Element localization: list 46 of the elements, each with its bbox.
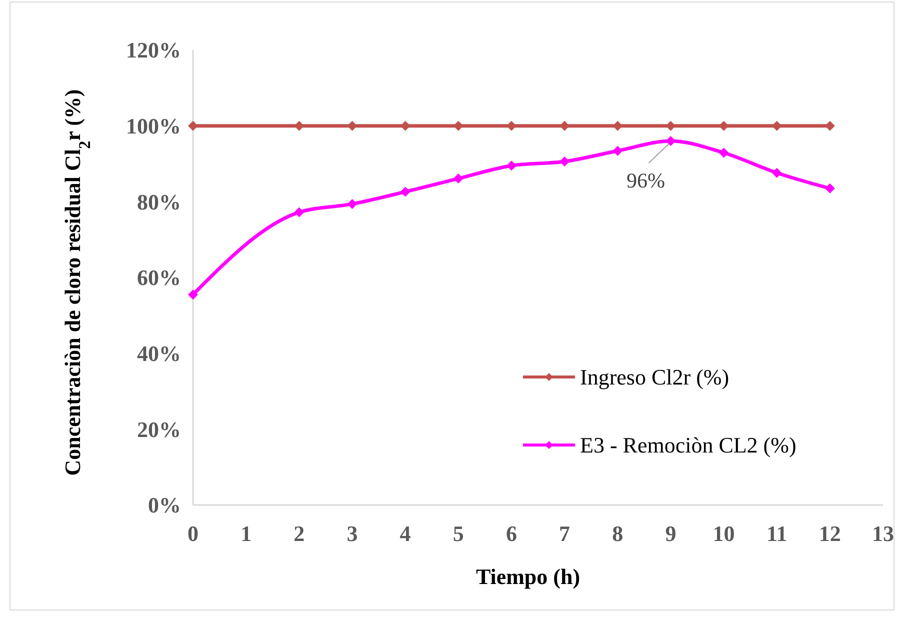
point: [347, 120, 358, 131]
y-tick-label: 120%: [126, 38, 181, 63]
y-tick-label: 20%: [137, 416, 181, 442]
x-tick-label: 12: [818, 521, 841, 546]
point: [400, 120, 410, 131]
point: [666, 136, 676, 146]
annotation: 96%: [626, 168, 665, 193]
point: [718, 148, 729, 158]
point: [347, 198, 358, 209]
x-tick-label: 13: [872, 521, 894, 546]
legend-label: Ingreso Cl2r (%): [580, 364, 730, 390]
x-axis-title: Tiempo (h): [476, 564, 580, 589]
x-tick-label: 9: [665, 521, 676, 546]
x-tick-label: 7: [559, 521, 570, 546]
point: [400, 186, 410, 197]
x-tick-label: 5: [452, 521, 464, 546]
point: [560, 156, 570, 166]
point: [772, 168, 782, 178]
x-tick-label: 10: [712, 521, 735, 546]
y-tick-label: 60%: [137, 265, 181, 290]
point: [824, 183, 835, 194]
x-tick-label: 3: [346, 521, 358, 546]
point: [506, 160, 516, 171]
y-tick-label: 100%: [126, 114, 181, 139]
point: [772, 120, 782, 131]
point: [612, 120, 623, 131]
x-tick-label: 1: [240, 521, 252, 546]
legend-label: E3 - Remociòn CL2 (%): [580, 432, 796, 458]
point: [294, 207, 304, 218]
point: [188, 120, 198, 131]
x-tick-label: 6: [506, 521, 517, 546]
y-tick-label: 40%: [137, 341, 181, 366]
point: [666, 120, 676, 131]
point: [294, 120, 304, 131]
y-tick-label: 0%: [148, 492, 181, 518]
point: [612, 146, 623, 156]
point: [453, 174, 464, 184]
x-tick-label: 11: [766, 521, 788, 546]
point: [453, 120, 464, 131]
y-tick-label: 80%: [137, 189, 181, 214]
point: [188, 290, 198, 300]
x-tick-label: 4: [400, 521, 411, 546]
x-tick-label: 0: [188, 521, 198, 546]
point: [718, 120, 729, 131]
x-tick-label: 8: [612, 521, 624, 546]
x-tick-label: 2: [294, 521, 305, 546]
